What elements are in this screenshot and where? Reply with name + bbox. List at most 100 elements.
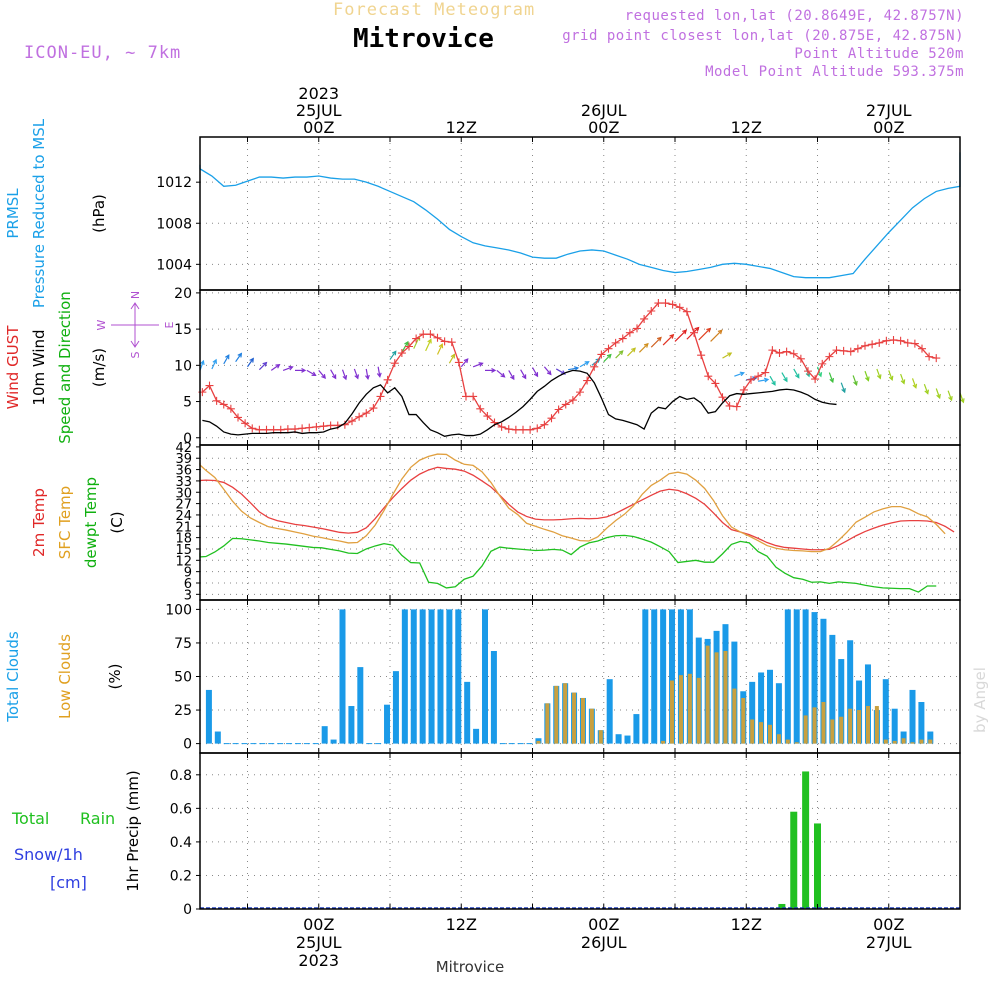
- wind-arrow-shaft: [247, 358, 254, 368]
- wind-arrow-head: [521, 374, 527, 380]
- wind-arrow: [401, 340, 409, 353]
- wind-arrow-head: [795, 373, 800, 379]
- total-clouds-bar: [357, 667, 364, 744]
- wind-arrow-head: [510, 375, 515, 381]
- wind-arrow-head: [739, 371, 745, 377]
- wind-gust-marker: [875, 338, 884, 347]
- total-clouds-bar: [793, 609, 800, 744]
- low-clouds-bar: [785, 739, 790, 744]
- wind-arrow: [686, 326, 700, 340]
- low-clouds-bar: [598, 730, 603, 744]
- wind-arrow-head: [888, 375, 894, 381]
- wind-gust-marker: [212, 396, 221, 405]
- wind-gust-marker: [312, 422, 321, 431]
- wind-arrow-head: [783, 377, 788, 383]
- wind-gust-marker: [925, 352, 934, 361]
- total-clouds-bar: [775, 683, 782, 744]
- model-point-altitude: Model Point Altitude 593.375m: [705, 64, 964, 80]
- wind-gust-marker: [597, 350, 606, 359]
- wind-arrow-head: [727, 352, 733, 357]
- wind-arrow-shaft: [235, 353, 242, 363]
- low-clouds-bar: [714, 652, 719, 744]
- wind-arrow: [722, 352, 733, 359]
- total-clouds-bar: [455, 609, 462, 744]
- wind-arrow-shaft: [508, 370, 515, 380]
- total-clouds-bar: [473, 728, 480, 744]
- wind-gust-marker: [362, 409, 371, 418]
- wind-gust-marker: [568, 396, 577, 405]
- wind-arrow: [900, 373, 906, 385]
- low-clouds-bar: [892, 740, 897, 744]
- wind-gust-marker: [348, 417, 356, 426]
- total-clouds-bar: [927, 731, 934, 744]
- wind-gust-marker: [554, 405, 563, 414]
- total-clouds-bar: [384, 704, 391, 744]
- wind-arrow-shaft: [579, 361, 589, 368]
- wind-arrow-shaft: [603, 354, 612, 363]
- y-tick-label: 1012: [156, 175, 192, 191]
- wind-arrow: [508, 370, 515, 381]
- wind-arrow-shaft: [472, 362, 483, 368]
- wind-arrow-head: [533, 372, 539, 378]
- wind-arrow-shaft: [436, 344, 443, 355]
- y-tick-label: 15: [174, 322, 192, 338]
- low-clouds-bar: [874, 706, 879, 744]
- wind-arrow: [389, 350, 397, 360]
- wind-gust-marker: [682, 307, 691, 316]
- wind-compass: N S W E: [95, 291, 176, 359]
- y-tick-label: 30: [175, 486, 192, 501]
- y-axis-label: Low Clouds: [56, 634, 74, 719]
- wind-arrow-head: [491, 367, 497, 373]
- wind-arrow-shaft: [840, 382, 846, 393]
- wind-arrow-head: [311, 371, 317, 377]
- low-clouds-bar: [750, 719, 755, 744]
- wind-arrow-head: [960, 398, 965, 404]
- low-clouds-bar: [910, 742, 915, 744]
- wind-arrow-shaft: [520, 369, 527, 379]
- wind-arrow: [376, 366, 382, 378]
- total-clouds-bar: [437, 609, 444, 744]
- compass-e-label: E: [163, 321, 176, 328]
- wind-gust-marker: [846, 347, 855, 356]
- low-clouds-bar: [768, 724, 772, 744]
- wind-arrow: [341, 369, 348, 381]
- wind-arrow-shaft: [531, 367, 539, 377]
- low-clouds-bar: [732, 688, 737, 744]
- wind-arrow-shaft: [686, 327, 699, 340]
- wind-arrow-head: [606, 353, 612, 359]
- wind-arrow-shaft: [722, 352, 732, 359]
- wind-arrow: [365, 368, 370, 381]
- y-tick-label: 12: [175, 554, 192, 569]
- low-clouds-bar: [794, 742, 799, 744]
- low-clouds-bar: [696, 677, 701, 744]
- wind-arrow-head: [900, 379, 906, 385]
- wind-arrow-shaft: [306, 369, 316, 376]
- wind-arrow-head: [376, 372, 382, 378]
- wind-gust-marker: [918, 344, 926, 353]
- total-clouds-bar: [535, 738, 542, 744]
- wind-gust-marker: [796, 354, 805, 363]
- low-clouds-bar: [857, 710, 862, 744]
- total-clouds-bar: [802, 609, 809, 744]
- wind-gust-marker: [219, 400, 228, 409]
- rain-bar: [814, 823, 821, 909]
- y-tick-label: 75: [174, 636, 192, 652]
- low-clouds-bar: [678, 675, 683, 744]
- wind-gust-marker: [704, 372, 713, 381]
- y-axis-label: (m/s): [90, 348, 108, 387]
- y-axis-label: Total Clouds: [4, 631, 22, 723]
- wind-arrow-head: [643, 342, 649, 348]
- y-tick-label: 42: [175, 441, 192, 456]
- wind-arrow-shaft: [923, 383, 929, 394]
- wind-arrow: [769, 375, 776, 386]
- rain-bar: [778, 903, 786, 909]
- wind-gust-marker: [561, 400, 570, 409]
- wind-gust-marker: [241, 419, 250, 428]
- wind-arrow-head: [450, 353, 456, 359]
- wind-arrow-head: [865, 376, 870, 382]
- wind-arrow-shaft: [365, 368, 369, 379]
- y-tick-label: 20: [174, 286, 192, 302]
- wind-gust-marker: [697, 351, 706, 360]
- credit-watermark: by Angel: [971, 667, 989, 733]
- footer-city-label: Mitrovice: [436, 958, 505, 976]
